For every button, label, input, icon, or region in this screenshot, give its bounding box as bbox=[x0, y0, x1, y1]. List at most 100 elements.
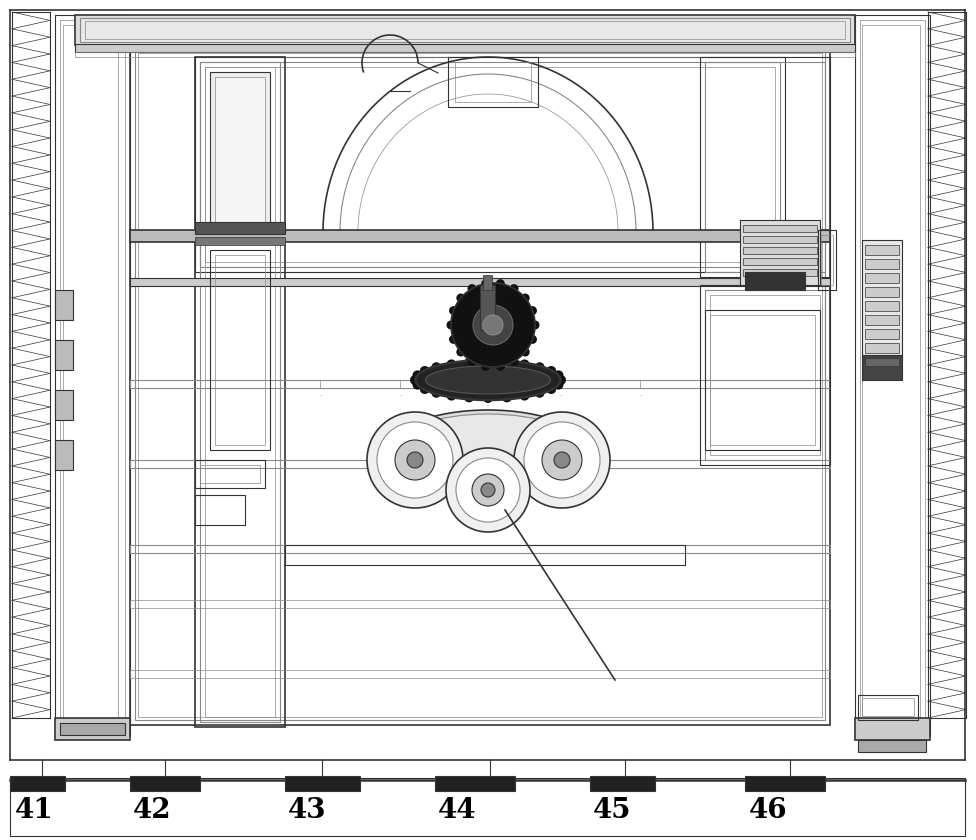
Bar bbox=[130, 278, 830, 286]
Circle shape bbox=[520, 348, 530, 356]
Circle shape bbox=[407, 452, 423, 468]
Bar bbox=[855, 15, 930, 735]
Bar bbox=[60, 723, 125, 735]
Circle shape bbox=[457, 293, 466, 302]
Circle shape bbox=[431, 388, 441, 397]
Bar bbox=[865, 301, 899, 311]
Circle shape bbox=[456, 458, 520, 522]
Circle shape bbox=[554, 452, 570, 468]
Circle shape bbox=[553, 380, 563, 390]
Circle shape bbox=[420, 384, 429, 394]
Bar bbox=[865, 343, 899, 353]
Circle shape bbox=[410, 375, 420, 385]
Bar bbox=[858, 740, 926, 752]
Bar bbox=[743, 269, 817, 276]
Circle shape bbox=[502, 392, 511, 402]
Circle shape bbox=[431, 362, 441, 372]
Circle shape bbox=[535, 362, 545, 372]
Bar bbox=[483, 275, 492, 290]
Circle shape bbox=[413, 380, 423, 390]
Bar bbox=[865, 358, 899, 366]
Bar bbox=[138, 53, 822, 717]
Bar bbox=[740, 220, 820, 285]
Bar bbox=[455, 62, 531, 102]
Circle shape bbox=[481, 279, 490, 288]
Bar bbox=[75, 44, 855, 52]
Bar bbox=[55, 290, 73, 320]
Circle shape bbox=[468, 284, 476, 293]
Circle shape bbox=[528, 335, 537, 344]
Bar bbox=[210, 72, 270, 227]
Circle shape bbox=[367, 412, 463, 508]
Circle shape bbox=[483, 393, 493, 403]
Circle shape bbox=[520, 293, 530, 302]
Bar bbox=[195, 57, 285, 727]
Bar bbox=[855, 718, 930, 740]
Bar bbox=[130, 600, 830, 608]
Bar bbox=[448, 57, 538, 107]
Text: ·: · bbox=[559, 393, 561, 399]
Text: 44: 44 bbox=[438, 796, 476, 823]
Circle shape bbox=[468, 357, 476, 366]
Bar bbox=[195, 237, 285, 245]
Bar bbox=[205, 67, 775, 262]
Bar bbox=[865, 287, 899, 297]
Text: ·: · bbox=[639, 393, 641, 399]
Bar bbox=[75, 52, 855, 57]
Circle shape bbox=[528, 306, 537, 315]
Bar bbox=[865, 329, 899, 339]
Circle shape bbox=[509, 357, 518, 366]
Circle shape bbox=[556, 375, 566, 385]
Bar bbox=[862, 240, 902, 360]
Bar bbox=[285, 776, 360, 791]
Bar bbox=[200, 62, 280, 722]
Bar bbox=[130, 460, 830, 468]
Bar bbox=[480, 285, 495, 330]
Bar bbox=[215, 77, 265, 222]
Circle shape bbox=[547, 366, 556, 376]
Bar bbox=[130, 45, 830, 725]
Bar bbox=[700, 57, 830, 277]
Circle shape bbox=[465, 358, 474, 368]
Bar bbox=[821, 235, 833, 285]
Circle shape bbox=[496, 279, 505, 288]
Bar bbox=[705, 62, 825, 272]
Circle shape bbox=[531, 321, 540, 329]
Ellipse shape bbox=[426, 366, 550, 394]
Circle shape bbox=[413, 370, 423, 381]
Text: 43: 43 bbox=[288, 796, 327, 823]
Bar bbox=[590, 776, 655, 791]
Bar bbox=[862, 698, 914, 716]
Text: 45: 45 bbox=[593, 796, 631, 823]
Circle shape bbox=[446, 391, 457, 401]
Bar bbox=[865, 259, 899, 269]
Circle shape bbox=[451, 283, 535, 367]
Text: 46: 46 bbox=[749, 796, 788, 823]
Circle shape bbox=[446, 321, 456, 329]
Bar bbox=[705, 310, 820, 450]
Text: ·: · bbox=[319, 393, 321, 399]
Bar bbox=[745, 776, 825, 791]
Bar bbox=[862, 25, 920, 725]
Circle shape bbox=[395, 440, 435, 480]
Bar bbox=[710, 295, 820, 455]
Circle shape bbox=[519, 360, 530, 370]
Bar bbox=[862, 355, 902, 380]
Bar bbox=[135, 50, 825, 720]
Ellipse shape bbox=[388, 410, 588, 490]
Bar bbox=[55, 718, 130, 740]
Circle shape bbox=[514, 412, 610, 508]
Circle shape bbox=[509, 284, 518, 293]
Bar bbox=[285, 545, 685, 565]
Bar bbox=[745, 272, 805, 290]
Bar bbox=[710, 315, 815, 445]
Ellipse shape bbox=[416, 360, 560, 400]
Text: ·: · bbox=[399, 393, 401, 399]
Bar bbox=[195, 495, 245, 525]
Bar bbox=[195, 460, 265, 488]
Bar bbox=[75, 15, 855, 45]
Bar bbox=[865, 273, 899, 283]
Bar bbox=[195, 57, 785, 272]
Circle shape bbox=[449, 306, 458, 315]
Circle shape bbox=[481, 362, 490, 371]
